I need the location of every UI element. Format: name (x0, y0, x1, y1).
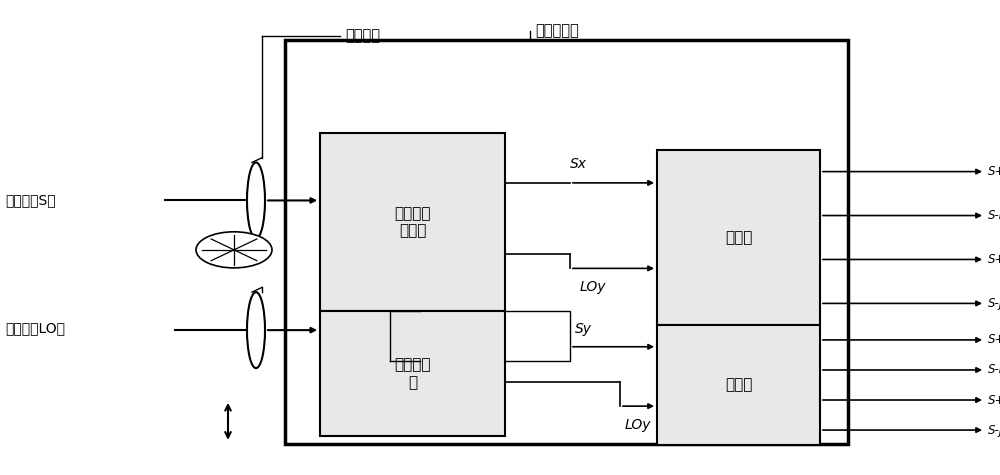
Text: S-j*LO: S-j*LO (988, 424, 1000, 437)
Bar (320, 133, 505, 311)
Text: 混频器: 混频器 (725, 378, 752, 392)
Text: 波导光组件: 波导光组件 (535, 23, 579, 38)
Text: LOy: LOy (625, 418, 652, 432)
Text: S-LO: S-LO (988, 363, 1000, 377)
Text: 混频器: 混频器 (725, 230, 752, 245)
Text: 本振光（LO）: 本振光（LO） (5, 321, 65, 335)
Bar (657, 150, 820, 325)
Text: S-j*LO: S-j*LO (988, 297, 1000, 310)
Text: S-LO: S-LO (988, 209, 1000, 222)
Text: Sy: Sy (575, 323, 592, 336)
Text: S+LO: S+LO (988, 165, 1000, 178)
Text: Sx: Sx (570, 157, 587, 171)
Text: 信号光（S）: 信号光（S） (5, 193, 56, 208)
Text: S+j*LO: S+j*LO (988, 393, 1000, 407)
Bar (657, 325, 820, 445)
Text: 偏振分光
旋转器: 偏振分光 旋转器 (394, 206, 431, 238)
Text: S+j*LO: S+j*LO (988, 253, 1000, 266)
Ellipse shape (247, 162, 265, 238)
Bar (285, 40, 848, 444)
Text: LOy: LOy (580, 280, 606, 294)
Circle shape (196, 232, 272, 268)
Bar (420, 311, 570, 361)
Text: S+LO: S+LO (988, 333, 1000, 346)
Text: 耦合透镜: 耦合透镜 (345, 28, 380, 43)
Ellipse shape (247, 292, 265, 368)
Bar (320, 311, 505, 436)
Text: 功率分光
器: 功率分光 器 (394, 357, 431, 390)
